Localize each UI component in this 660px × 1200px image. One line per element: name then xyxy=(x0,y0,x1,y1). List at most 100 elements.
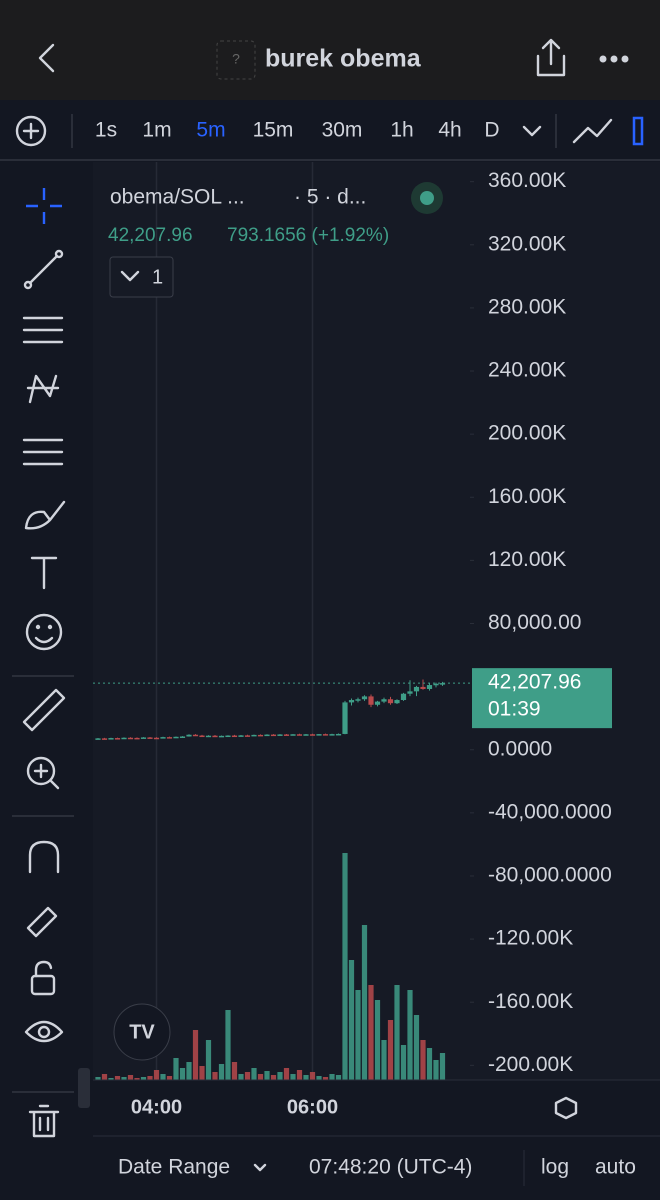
tv-logo-text: TV xyxy=(129,1021,155,1043)
y-tick-label: -80,000.0000 xyxy=(488,864,612,887)
zoom-tool[interactable] xyxy=(26,756,60,790)
interval-button[interactable]: D xyxy=(484,119,499,142)
volume-bar xyxy=(270,1075,277,1080)
candle-body xyxy=(277,734,283,736)
trendline-tool[interactable] xyxy=(23,249,64,290)
volume-bar xyxy=(251,1068,257,1080)
candle-body xyxy=(413,686,420,692)
date-range-button[interactable]: Date Range xyxy=(118,1156,230,1179)
candle-body xyxy=(134,737,140,740)
candle-body xyxy=(381,699,387,702)
candle-body xyxy=(303,734,309,736)
volume-bar xyxy=(322,1077,329,1080)
volume-bar xyxy=(225,1010,231,1080)
emoji-tool[interactable] xyxy=(25,613,63,651)
status-dot xyxy=(420,191,434,205)
ruler-tool[interactable] xyxy=(22,688,66,732)
clock: 07:48:20 (UTC-4) xyxy=(309,1156,472,1179)
volume-bar xyxy=(316,1076,322,1080)
candle-body xyxy=(296,734,303,736)
interval-button[interactable]: 15m xyxy=(253,119,294,142)
tv-logo xyxy=(113,1003,171,1061)
lock-tool[interactable] xyxy=(30,960,56,996)
volume-bar xyxy=(387,1020,394,1080)
volume-bar xyxy=(426,1048,433,1080)
volume-bar xyxy=(238,1074,244,1080)
y-tick-label: 0.0000 xyxy=(488,737,552,760)
volume-bar xyxy=(329,1074,335,1080)
candle-body xyxy=(368,696,374,705)
log-toggle[interactable]: log xyxy=(541,1156,569,1179)
interval-button[interactable]: 30m xyxy=(322,119,363,142)
legend-symbol: obema/SOL ... xyxy=(110,186,245,209)
plot-area xyxy=(93,162,470,1080)
y-tick-label: 120.00K xyxy=(488,548,566,571)
candle-body xyxy=(426,685,433,689)
candle-body xyxy=(238,735,244,737)
magnet-tool[interactable] xyxy=(28,840,60,874)
volume-bar xyxy=(277,1072,283,1080)
interval-button[interactable]: 5m xyxy=(196,119,225,142)
volume-bar xyxy=(264,1071,270,1080)
line-chart-button[interactable] xyxy=(572,118,613,144)
y-tick-label: -40,000.0000 xyxy=(488,800,612,823)
volume-bar xyxy=(296,1070,303,1080)
volume-bar xyxy=(433,1060,439,1080)
candle-body xyxy=(394,700,400,704)
candle-body xyxy=(114,738,121,740)
volume-bar xyxy=(127,1075,134,1080)
candle-body xyxy=(355,699,361,701)
volume-bar xyxy=(134,1078,140,1080)
interval-button[interactable]: 1m xyxy=(142,119,171,142)
y-tick-label: 200.00K xyxy=(488,422,566,445)
text-tool[interactable] xyxy=(30,556,58,590)
collapse-handle[interactable] xyxy=(78,1068,90,1108)
volume-bar xyxy=(368,985,374,1080)
y-tick-label: 280.00K xyxy=(488,295,566,318)
price-axis: 360.00K 320.00K 280.00K 240.00K 200.00K 160.0… xyxy=(470,169,612,1076)
candle-body xyxy=(283,734,290,736)
candle-body xyxy=(95,738,101,740)
volume-bar xyxy=(166,1076,173,1080)
candle-body xyxy=(400,693,407,701)
volume-bar xyxy=(394,985,400,1080)
interval-button[interactable]: 1s xyxy=(95,119,117,142)
legend-price: 42,207.96 xyxy=(108,225,193,246)
add-indicator-button[interactable] xyxy=(15,115,47,147)
interval-dropdown[interactable] xyxy=(522,125,542,137)
interval-button[interactable]: 1h xyxy=(390,119,413,142)
volume-bar xyxy=(290,1074,296,1080)
volume-bar xyxy=(101,1074,108,1080)
candle-body xyxy=(361,696,368,700)
candle-body xyxy=(231,735,238,738)
volume-bar xyxy=(439,1053,446,1080)
candle-body xyxy=(147,737,153,739)
volume-bar xyxy=(407,990,413,1080)
candle-body xyxy=(218,735,225,738)
token-icon-text: ? xyxy=(232,51,240,67)
back-button[interactable] xyxy=(38,43,55,73)
candle-body xyxy=(420,686,426,689)
y-tick-label: -120.00K xyxy=(488,927,573,950)
volume-bar xyxy=(114,1076,121,1080)
crosshair-tool[interactable] xyxy=(26,188,62,224)
delete-tool[interactable] xyxy=(28,1104,60,1138)
share-button[interactable] xyxy=(536,38,566,77)
candle-body xyxy=(244,735,251,737)
interval-button[interactable]: 4h xyxy=(438,119,461,142)
brush-tool[interactable] xyxy=(24,500,66,530)
candle-body xyxy=(374,701,381,705)
auto-toggle[interactable]: auto xyxy=(595,1156,636,1179)
y-tick-label: -200.00K xyxy=(488,1053,573,1076)
fib-tool[interactable] xyxy=(22,316,64,344)
pattern-tool[interactable] xyxy=(26,374,60,404)
candle-body xyxy=(127,737,134,740)
candle-chart-button[interactable] xyxy=(632,116,644,146)
lock-drawing-tool[interactable] xyxy=(26,906,58,938)
indicator-toggle[interactable] xyxy=(109,256,174,298)
more-button[interactable] xyxy=(599,55,629,63)
volume-bar xyxy=(244,1072,251,1080)
forecast-tool[interactable] xyxy=(22,438,64,466)
settings-button[interactable] xyxy=(554,1096,578,1120)
visibility-tool[interactable] xyxy=(24,1020,64,1043)
